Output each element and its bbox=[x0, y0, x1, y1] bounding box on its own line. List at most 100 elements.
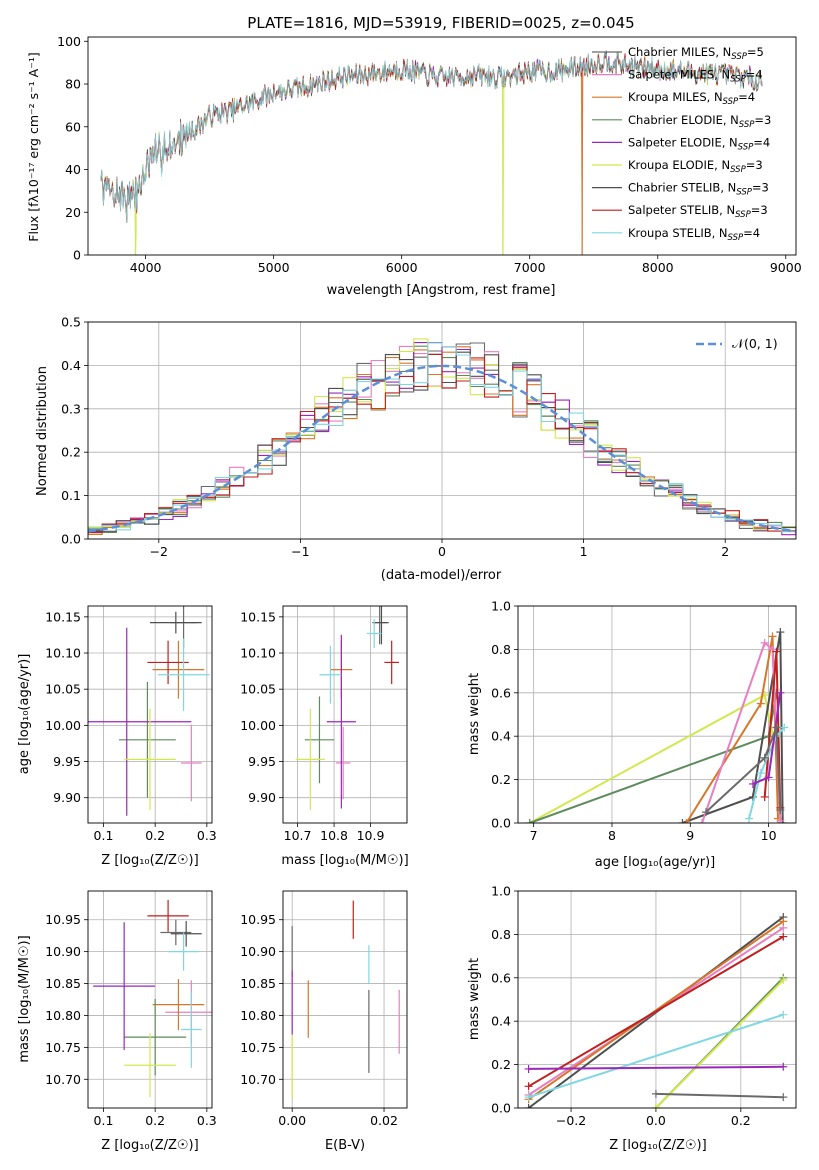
y-tick-label: 10.05 bbox=[240, 682, 276, 697]
weight-point-marker bbox=[756, 769, 765, 778]
plot-area bbox=[88, 338, 796, 536]
axes-frame bbox=[87, 321, 797, 540]
y-tick-label: 10.70 bbox=[45, 1072, 81, 1087]
y-tick-label: 10.80 bbox=[240, 1008, 276, 1023]
y-tick-label: 10.95 bbox=[240, 912, 276, 927]
histogram-series bbox=[88, 342, 796, 533]
y-tick-label: 60 bbox=[65, 119, 81, 134]
y-tick-label: 0.8 bbox=[491, 642, 511, 657]
w-z-xlabel: Z [log₁₀(Z/Z☉)] bbox=[609, 1138, 706, 1153]
mass-vs-extinction-panel: 0.00 0.02 10.70 10.75 10.80 10.85 10.90 10.95 E… bbox=[240, 890, 408, 1153]
axes-frame bbox=[87, 890, 213, 1109]
weight-series-line bbox=[528, 1065, 784, 1070]
x-tick-label: 7 bbox=[530, 828, 538, 843]
legend-label: Salpeter ELODIE, NSSP=4 bbox=[628, 135, 770, 152]
legend-count: =3 bbox=[754, 113, 771, 127]
weight-point-marker bbox=[764, 773, 773, 782]
x-tick-label: 7000 bbox=[514, 260, 546, 275]
weight-point-marker bbox=[678, 819, 687, 823]
axes-frame bbox=[517, 605, 797, 824]
y-tick-label: 0.0 bbox=[61, 532, 81, 547]
gaussian-legend-label: 𝒩(0, 1) bbox=[732, 336, 778, 351]
age-mass-xlabel: mass [log₁₀(M/M☉)] bbox=[281, 853, 408, 868]
weight-point-marker bbox=[779, 975, 788, 984]
y-tick-label: 10.00 bbox=[45, 718, 81, 733]
weight-series-line bbox=[528, 1013, 784, 1099]
residuals-ylabel: Normed distribution bbox=[35, 366, 50, 496]
x-tick-label: −2 bbox=[150, 544, 168, 559]
x-tick-label: 0.2 bbox=[145, 1113, 165, 1128]
x-tick-label: 4000 bbox=[130, 260, 162, 275]
legend-subscript: SSP bbox=[735, 210, 751, 220]
mass-ebv-xlabel: E(B-V) bbox=[325, 1138, 365, 1153]
weight-point-marker bbox=[701, 808, 710, 817]
weight-point-marker bbox=[524, 1064, 533, 1073]
weight-point-marker bbox=[525, 819, 534, 823]
age-vs-metallicity-panel: 0.1 0.2 0.3 9.90 9.95 10.00 10.05 10.10 10.15 Z … bbox=[17, 605, 217, 868]
weight-point-marker bbox=[779, 932, 788, 941]
weight-point-marker bbox=[524, 1093, 533, 1102]
axes-frame bbox=[87, 36, 797, 256]
weight-point-marker bbox=[756, 699, 765, 708]
x-tick-label: 6000 bbox=[386, 260, 418, 275]
plot-area bbox=[88, 606, 210, 816]
y-tick-label: 10.10 bbox=[45, 646, 81, 661]
x-tick-label: 0.02 bbox=[370, 1113, 398, 1128]
legend-subscript: SSP bbox=[738, 142, 754, 152]
mass-z-ylabel: mass [log₁₀(M/M☉)] bbox=[17, 935, 32, 1062]
x-tick-label: 0.3 bbox=[197, 828, 217, 843]
y-tick-label: 9.95 bbox=[248, 754, 276, 769]
x-tick-label: 0.0 bbox=[646, 1113, 666, 1128]
axes-frame bbox=[282, 605, 408, 824]
y-tick-label: 0.3 bbox=[61, 401, 81, 416]
weight-point-marker bbox=[779, 1062, 788, 1071]
y-tick-label: 0.2 bbox=[491, 772, 511, 787]
y-tick-label: 10.10 bbox=[240, 646, 276, 661]
y-tick-label: 10.90 bbox=[240, 944, 276, 959]
spectrum-title: PLATE=1816, MJD=53919, FIBERID=0025, z=0… bbox=[247, 14, 634, 32]
weight-point-marker bbox=[760, 638, 769, 647]
gaussian-curve bbox=[88, 364, 796, 533]
legend-label: Chabrier MILES, NSSP=5 bbox=[628, 45, 764, 62]
y-tick-label: 80 bbox=[65, 77, 81, 92]
y-tick-label: 0.6 bbox=[491, 970, 511, 985]
age-vs-mass-panel: 10.7 10.8 10.9 9.90 9.95 10.00 10.05 10.10 10.15… bbox=[240, 605, 409, 868]
legend-label: Chabrier STELIB, NSSP=3 bbox=[628, 181, 769, 198]
weight-vs-age-panel: 7 8 9 10 0.0 0.2 0.4 0.6 0.8 1.0 age [log₁₀(age/y… bbox=[467, 599, 797, 870]
weight-series-line bbox=[655, 979, 785, 1108]
x-tick-label: 10.8 bbox=[320, 828, 348, 843]
plot-area bbox=[93, 899, 212, 1098]
spectrum-legend: Chabrier MILES, NSSP=5 Salpeter MILES, NS… bbox=[592, 45, 771, 243]
y-tick-label: 1.0 bbox=[491, 599, 511, 614]
y-tick-label: 0.4 bbox=[491, 1014, 511, 1029]
legend-label: Salpeter MILES, NSSP=4 bbox=[628, 68, 763, 85]
legend-label: Kroupa ELODIE, NSSP=3 bbox=[628, 158, 763, 175]
x-tick-label: 0 bbox=[438, 544, 446, 559]
x-tick-label: 10 bbox=[761, 828, 777, 843]
weight-point-marker bbox=[776, 688, 785, 697]
weight-series-line bbox=[655, 1092, 784, 1099]
y-tick-label: 10.95 bbox=[45, 912, 81, 927]
y-tick-label: 40 bbox=[65, 162, 81, 177]
weight-vs-metallicity-panel: −0.2 0.0 0.2 0.0 0.2 0.4 0.6 0.8 1.0 Z [log₁₀(Z/… bbox=[467, 884, 797, 1153]
weight-point-marker bbox=[772, 647, 781, 656]
weight-series-line bbox=[705, 727, 782, 813]
weight-point-marker bbox=[776, 628, 785, 637]
weight-point-marker bbox=[760, 753, 769, 762]
y-tick-label: 0.2 bbox=[61, 445, 81, 460]
plot-area bbox=[291, 900, 400, 1099]
x-tick-label: 8 bbox=[608, 828, 616, 843]
legend-count: =4 bbox=[738, 90, 755, 104]
y-tick-label: 0.2 bbox=[491, 1057, 511, 1072]
legend-label: Chabrier ELODIE, NSSP=3 bbox=[628, 113, 771, 130]
spectrum-xlabel: wavelength [Angstrom, rest frame] bbox=[327, 283, 556, 298]
legend-subscript: SSP bbox=[731, 52, 747, 62]
plot-area bbox=[524, 913, 788, 1108]
y-tick-label: 10.00 bbox=[240, 718, 276, 733]
spectrum-series-line bbox=[100, 51, 763, 223]
weight-point-marker bbox=[768, 632, 777, 641]
x-tick-label: 8000 bbox=[642, 260, 674, 275]
legend-subscript: SSP bbox=[739, 120, 755, 130]
y-tick-label: 20 bbox=[65, 205, 81, 220]
